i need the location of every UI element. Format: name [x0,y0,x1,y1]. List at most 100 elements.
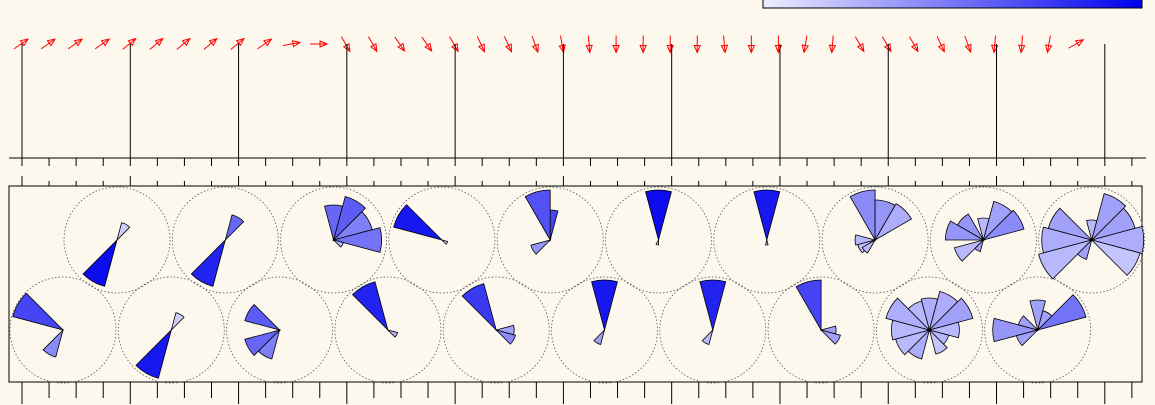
wind-arrow [558,35,566,54]
wind-arrow [503,36,513,53]
rose-sector [461,283,497,332]
rose-sector [524,189,551,242]
rose-sector [257,328,281,360]
wind-arrow [94,38,111,50]
wind-arrow [310,40,329,48]
wind-arrow [1045,35,1053,54]
wind-rose [767,276,875,384]
rose-sector [1036,294,1087,331]
wind-arrow [639,35,647,54]
wind-rose [496,186,604,294]
rose-sector [982,209,1025,241]
rose-sector [190,238,227,287]
rose-circle [659,276,767,384]
wind-rose [876,276,983,384]
wind-arrow [531,35,539,54]
wind-arrow [476,36,485,53]
wind-rose [334,276,442,384]
rose-sector [1029,299,1046,332]
rose-circle [496,186,604,294]
rose-panel [9,186,1146,384]
rose-sector [494,329,517,345]
wind-rose [821,186,929,294]
wind-arrow [203,37,218,50]
wind-arrow [13,38,30,50]
rose-circle [9,276,117,384]
rose-sector [1017,315,1040,331]
wind-arrow [693,35,702,54]
time-axes [8,44,1146,404]
rose-sector [116,222,131,242]
wind-arrow [854,36,865,53]
wind-arrow [881,36,892,53]
rose-circle [226,276,334,384]
rose-sector [332,196,366,242]
rose-sector [861,238,877,254]
rose-sector [393,204,444,241]
rose-sector [244,303,281,331]
rose-sector [819,325,837,335]
rose-sector [1090,226,1145,254]
rose-sector [440,239,449,245]
rose-sector [795,279,822,332]
wind-arrow [990,35,999,54]
wind-arrow [720,35,729,54]
wind-rose [171,186,279,294]
rose-sector [494,324,515,336]
rose-sector [1038,239,1094,280]
rose-sector [944,220,985,241]
rose-sector [992,317,1040,343]
rose-sector [135,328,173,379]
rose-sector [701,328,714,345]
wind-rose [280,186,388,294]
rose-circle [984,276,1092,384]
rose-circle [280,186,388,294]
rose-sector [645,189,672,242]
wind-arrow [964,35,972,54]
colorbar [762,0,1143,9]
rose-sector [386,329,399,338]
rose-sector [928,297,974,331]
rose-sector [885,297,931,331]
wind-arrow [67,38,84,50]
rose-sector [655,238,659,246]
wind-arrow [230,37,245,50]
rose-circle [605,186,712,294]
wind-rose [930,186,1037,294]
rose-circle [442,276,550,384]
rose-sector [12,292,65,331]
rose-sector [244,329,281,357]
wind-rose [605,186,712,294]
rose-circle [334,276,442,384]
rose-sector [82,238,118,287]
wind-rose [1038,186,1146,294]
wind-arrow [774,35,783,54]
wind-arrow [40,38,57,50]
rose-sector [849,189,876,242]
rose-sector [1090,239,1141,276]
rose-sector [1036,310,1053,332]
rose-circle [767,276,875,384]
rose-circle [713,186,821,294]
rose-sector [819,329,841,345]
rose-sector [332,239,344,248]
wind-arrow [666,35,674,54]
wind-arrow [828,35,837,54]
rose-circle [388,186,496,294]
rose-sector [854,234,877,246]
rose-circle [171,186,279,294]
wind-rose [63,186,171,294]
rose-sector [753,189,781,242]
rose-sector [351,281,389,332]
rose-sector [699,279,727,332]
rose-sector [874,203,913,242]
wind-rose [551,276,658,384]
wind-arrow [257,38,273,50]
rose-circle [1038,186,1146,294]
wind-rose [388,186,496,294]
rose-sector [593,328,606,345]
wind-arrow [1068,39,1085,49]
rose-sector [170,312,185,332]
wind-arrows [13,35,1085,54]
